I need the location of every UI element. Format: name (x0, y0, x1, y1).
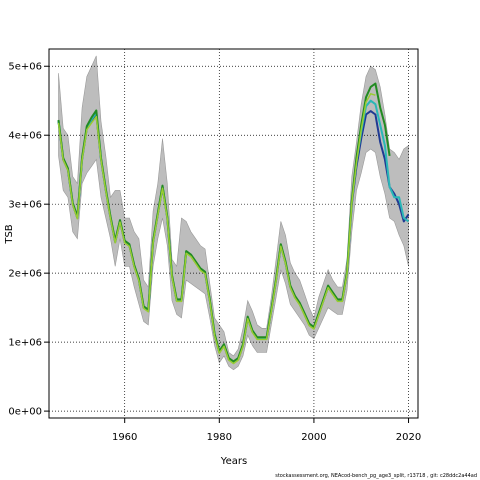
plot-area: 1960 1980 2000 2020 0e+00 1e+06 2e+06 3e+06 4e+0… (8, 48, 421, 443)
x-tick-label: 1960 (112, 432, 137, 443)
y-tick-label: 4e+06 (8, 131, 42, 142)
y-tick-label: 2e+06 (8, 269, 42, 280)
x-tick-label: 2020 (396, 432, 421, 443)
series-line (57, 93, 376, 365)
y-tick-label: 5e+06 (8, 62, 42, 73)
y-tick-label: 0e+00 (8, 407, 42, 418)
plot-frame (48, 48, 419, 419)
y-tick-label: 3e+06 (8, 200, 42, 211)
y-axis-label: TSB (4, 224, 15, 244)
x-tick-label: 1980 (207, 432, 232, 443)
x-tick-label: 2000 (301, 432, 326, 443)
footer-credit: stockassessment.org, NEAcod-bench_pg_age… (275, 473, 477, 479)
x-axis-label: Years (220, 456, 247, 467)
y-tick-label: 1e+06 (8, 338, 42, 349)
confidence-band (58, 55, 409, 371)
